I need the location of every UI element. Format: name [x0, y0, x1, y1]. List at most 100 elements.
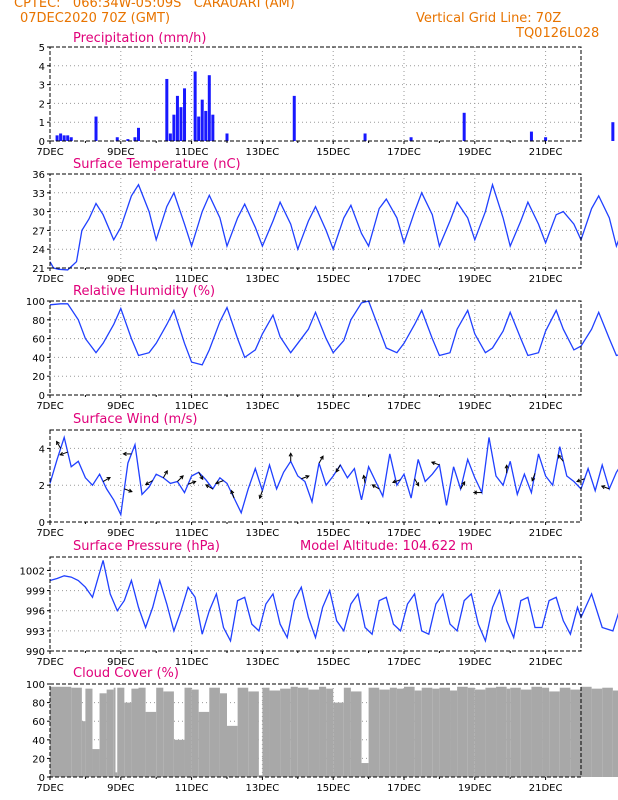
wind-arrow-shaft [56, 441, 62, 449]
wind-arrow-head [531, 477, 536, 482]
cloud-bar [450, 690, 458, 777]
cloud-bar [496, 686, 507, 777]
wind-arrow-head [128, 488, 133, 493]
wind-arrow-shaft [124, 488, 133, 493]
cloud-bar [531, 686, 543, 777]
precip-bar [193, 71, 197, 141]
x-tick-label: 7DEC [36, 657, 63, 668]
temp-series-line [49, 182, 618, 271]
x-tick-label: 13DEC [246, 401, 280, 412]
cloud-bar [333, 702, 344, 777]
y-tick-label: 0 [39, 391, 45, 402]
rh-title: Relative Humidity (%) [73, 284, 215, 299]
precip-bar [66, 135, 70, 141]
y-tick-label: 5 [39, 43, 45, 54]
x-tick-label: 17DEC [387, 657, 421, 668]
wind-arrow-shaft [601, 485, 610, 490]
x-tick-label: 21DEC [529, 147, 563, 158]
rh-series-line [49, 300, 618, 366]
y-tick-label: 30 [32, 208, 45, 219]
cloud-bar [248, 691, 259, 777]
x-tick-label: 21DEC [529, 528, 563, 539]
y-tick-label: 3 [39, 81, 45, 92]
cloud-bar [319, 686, 327, 777]
wind-arrow-shaft [414, 478, 420, 486]
x-tick-label: 9DEC [107, 783, 134, 794]
wind-arrow-head [557, 454, 562, 459]
y-tick-label: 27 [32, 226, 45, 237]
wind-arrow-head [335, 468, 340, 473]
wind-arrow-shaft [187, 481, 196, 485]
y-tick-label: 100 [26, 297, 45, 308]
x-tick-label: 11DEC [175, 783, 209, 794]
cloud-bar [432, 688, 440, 777]
cloud-bar [124, 702, 132, 777]
pressure-series-line [49, 560, 618, 644]
cloud-bar [439, 687, 451, 777]
x-tick-label: 17DEC [387, 783, 421, 794]
precip-bar [183, 88, 187, 141]
wind-arrow-shaft [198, 472, 204, 480]
wind-arrow-head [305, 475, 310, 479]
cloud-bar [145, 711, 157, 777]
pressure-title: Surface Pressure (hPa) [73, 539, 220, 554]
x-tick-label: 7DEC [36, 401, 63, 412]
cloud-bar [156, 687, 164, 777]
x-tick-label: 11DEC [175, 528, 209, 539]
cloud-bar [612, 690, 618, 777]
cloud-bar [379, 689, 390, 777]
cloud-bar [457, 686, 468, 777]
y-tick-label: 20 [32, 372, 45, 383]
wind-title: Surface Wind (m/s) [73, 412, 197, 427]
x-tick-label: 15DEC [316, 401, 350, 412]
wind-arrow-head [371, 484, 376, 489]
y-tick-label: 80 [32, 316, 45, 327]
cloud-bar [258, 775, 263, 777]
y-tick-label: 4 [39, 444, 45, 455]
y-tick-label: 1002 [20, 566, 45, 577]
y-tick-label: 999 [26, 587, 45, 598]
x-tick-label: 9DEC [107, 657, 134, 668]
precip-bar [204, 110, 208, 141]
x-tick-label: 13DEC [246, 783, 280, 794]
cloud-bar [389, 687, 397, 777]
pressure-note: Model Altitude: 104.622 m [300, 539, 473, 554]
x-tick-label: 17DEC [387, 528, 421, 539]
cloud-bar [173, 739, 185, 777]
y-tick-label: 990 [26, 647, 45, 658]
wind-arrow-head [56, 440, 60, 445]
wind-arrow-shaft [392, 479, 401, 483]
y-tick-label: 80 [32, 699, 45, 710]
wind-arrow-head [391, 479, 397, 484]
precip-bar [611, 122, 615, 141]
wind-arrow-head [504, 464, 509, 469]
x-tick-label: 21DEC [529, 274, 563, 285]
cloud-bar [117, 687, 125, 777]
cloud-bar [421, 687, 433, 777]
wind-arrow-head [214, 480, 220, 485]
x-tick-label: 19DEC [458, 657, 492, 668]
wind-arrow-head [199, 475, 204, 481]
cloud-bar [361, 763, 369, 777]
x-tick-label: 7DEC [36, 783, 63, 794]
y-tick-label: 60 [32, 335, 45, 346]
wind-arrow-head [106, 476, 111, 481]
cloud-bar [227, 725, 238, 777]
x-tick-label: 7DEC [36, 147, 63, 158]
wind-arrow-shaft [60, 451, 68, 456]
x-tick-label: 9DEC [107, 401, 134, 412]
wind-arrow-shaft [162, 470, 168, 479]
cloud-bar [184, 687, 192, 777]
cloud-bar [581, 686, 592, 777]
wind-arrow-shaft [335, 464, 341, 473]
x-tick-label: 9DEC [107, 274, 134, 285]
cloud-bar [308, 689, 320, 777]
x-tick-label: 15DEC [316, 274, 350, 285]
cloud-bar [198, 711, 210, 777]
rh-frame [49, 300, 582, 396]
precip-bar [94, 116, 98, 141]
wind-arrow-head [319, 455, 324, 460]
x-tick-label: 11DEC [175, 274, 209, 285]
cloud-bar [290, 686, 298, 777]
precip-bar [165, 78, 169, 141]
